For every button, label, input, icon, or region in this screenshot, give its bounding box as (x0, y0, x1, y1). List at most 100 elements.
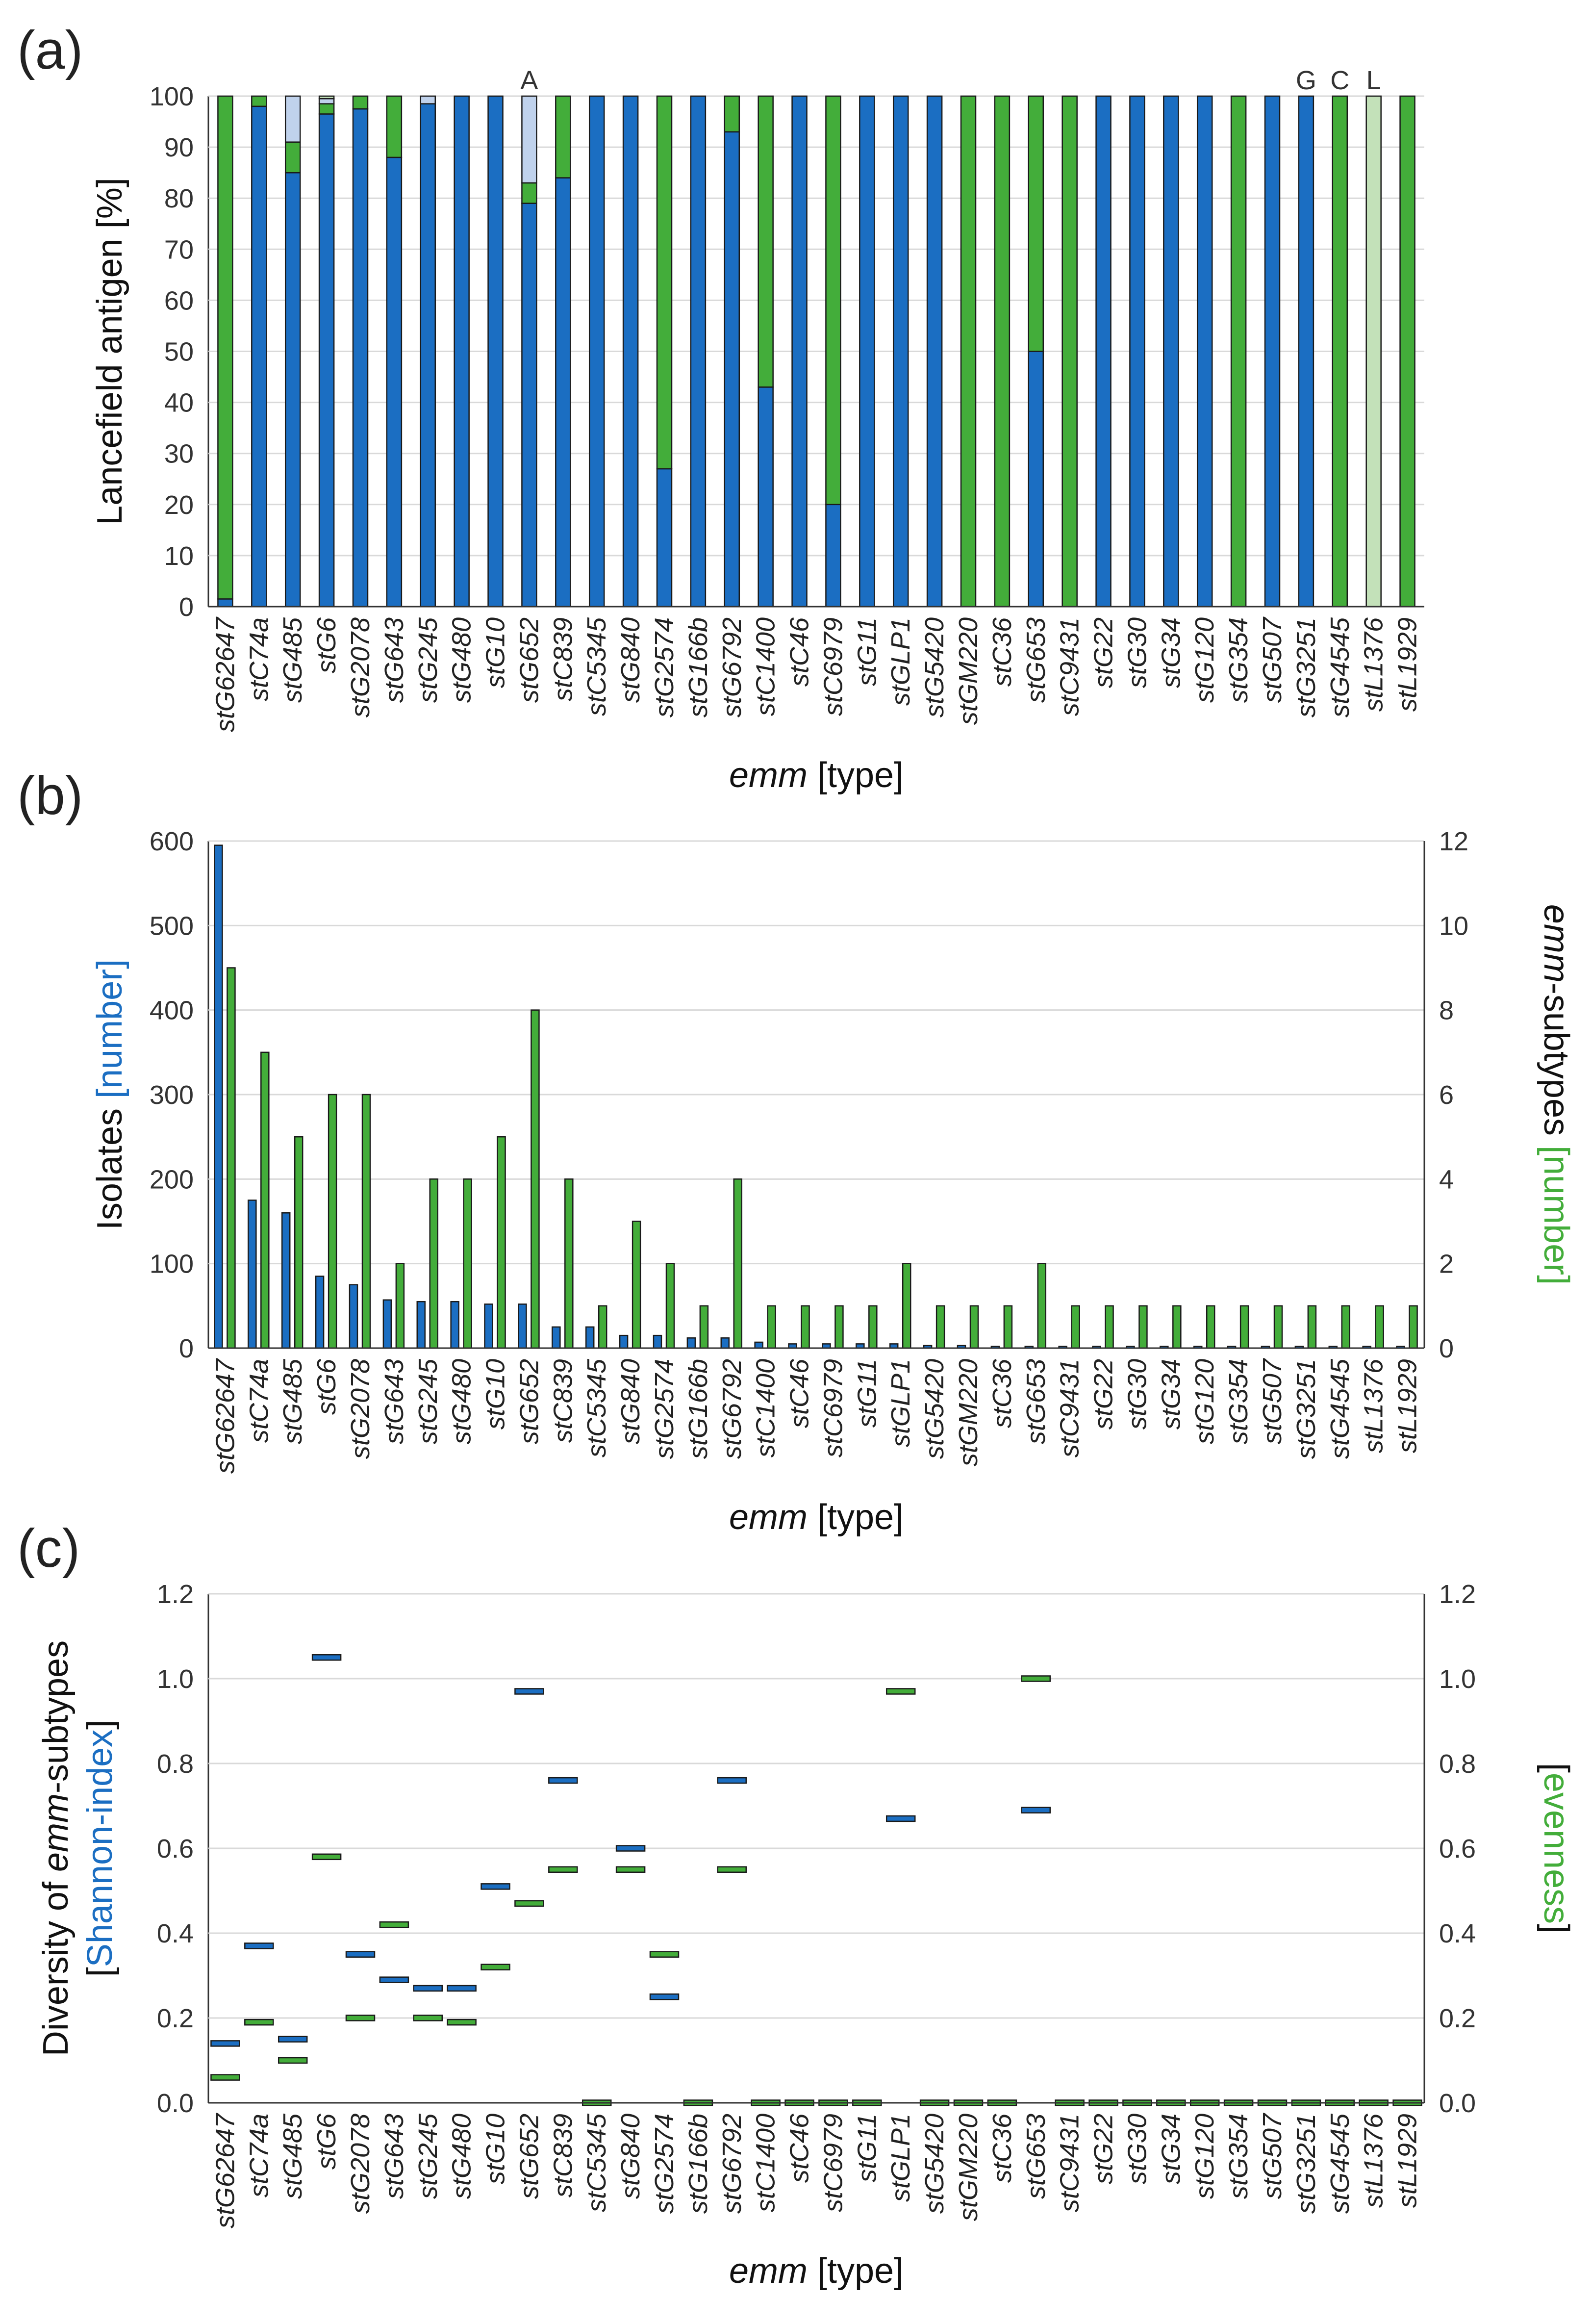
category-label: stG62647 (210, 2113, 240, 2228)
bar-segment-C (284, 141, 301, 174)
bar-subtypes (801, 1305, 810, 1349)
marker-shannon (345, 1951, 376, 1958)
bar-segment-G (487, 95, 504, 608)
bar-segment-G (588, 95, 605, 608)
category-label: stG245 (413, 617, 443, 703)
panel-label: (c) (17, 1518, 80, 1579)
category-label: stG840 (616, 1359, 645, 1444)
marker-shannon (514, 1688, 544, 1695)
category-label: stG485 (278, 1358, 307, 1444)
bar-subtypes (632, 1221, 641, 1349)
category-label: stL1929 (1393, 617, 1422, 712)
y-tick-label: 1.2 (157, 1580, 194, 1609)
panel-label: (b) (17, 766, 83, 826)
category-label: stC839 (548, 617, 578, 701)
category-label: stG2078 (346, 617, 375, 717)
marker-shannon (885, 1815, 916, 1822)
category-label: stG30 (1122, 617, 1152, 688)
category-label: stG354 (1224, 2114, 1253, 2199)
bar-segment-G (825, 504, 841, 608)
bar-segment-G (251, 105, 267, 608)
category-label: stC1400 (751, 617, 781, 716)
bar-isolates (686, 1337, 696, 1349)
bar-subtypes (395, 1263, 405, 1349)
marker-evenness (649, 1951, 680, 1958)
y-tick-label: 40 (164, 388, 194, 418)
bar-isolates (382, 1299, 392, 1349)
y-tick-label: 30 (164, 439, 194, 469)
marker-shannon (1021, 1807, 1051, 1813)
bar-subtypes (935, 1305, 945, 1349)
category-label: stC36 (987, 1358, 1017, 1428)
category-label: stC839 (548, 1359, 578, 1443)
bar-isolates (248, 1200, 257, 1349)
x-axis-title: emm [type] (729, 1498, 904, 1537)
bar-segment-C (217, 95, 233, 600)
legend-letter: A (520, 66, 538, 95)
category-label: stC1400 (751, 2114, 781, 2212)
bar-segment-G (217, 598, 233, 608)
category-label: stG5420 (920, 617, 949, 717)
category-label: stGM220 (954, 617, 983, 725)
bar-subtypes (294, 1136, 303, 1349)
bar-subtypes (834, 1305, 844, 1349)
marker-evenness (514, 1900, 544, 1907)
bar-segment-C (1399, 95, 1415, 608)
bar-subtypes (1206, 1305, 1215, 1349)
category-label: stG10 (481, 617, 510, 688)
marker-evenness (480, 1964, 510, 1970)
bar-isolates (518, 1303, 527, 1349)
legend-letter: L (1366, 66, 1381, 95)
category-label: stGLP1 (886, 2114, 915, 2202)
bar-subtypes (1138, 1305, 1148, 1349)
bar-isolates (619, 1334, 629, 1349)
bar-segment-G (622, 95, 639, 608)
category-label: stC36 (987, 617, 1017, 687)
y-right-tick-label: 0.4 (1439, 1919, 1476, 1948)
category-label: stL1376 (1359, 1358, 1389, 1453)
y-tick-label: 500 (150, 911, 194, 941)
category-label: stG840 (616, 2114, 645, 2199)
category-label: stG62647 (210, 1358, 240, 1474)
bar-segment-C (318, 103, 335, 115)
category-label: stC9431 (1055, 2114, 1085, 2212)
y-tick-label: 0 (179, 1334, 194, 1363)
bar-segment-C (521, 182, 537, 204)
category-label: stC9431 (1055, 617, 1085, 716)
category-label: stC36 (987, 2113, 1017, 2183)
bar-subtypes (531, 1009, 540, 1349)
bar-subtypes (969, 1305, 979, 1349)
category-label: stG34 (1156, 617, 1186, 688)
category-label: stG2078 (346, 2114, 375, 2214)
bar-subtypes (767, 1305, 776, 1349)
category-label: stG245 (413, 2113, 443, 2199)
marker-evenness (379, 1921, 409, 1928)
category-label: stC9431 (1055, 1359, 1085, 1457)
marker-evenness (717, 1866, 747, 1873)
category-label: stC74a (244, 1359, 274, 1443)
category-label: stG11 (852, 1359, 882, 1428)
bar-isolates (281, 1212, 291, 1349)
category-label: stG480 (447, 617, 477, 703)
bar-subtypes (902, 1263, 911, 1349)
y-right-tick-label: 0.8 (1439, 1749, 1476, 1779)
category-label: stG643 (379, 617, 409, 703)
category-label: stG6 (312, 617, 341, 673)
marker-evenness (311, 1853, 342, 1861)
category-label: stGM220 (954, 1359, 983, 1466)
bar-segment-C (994, 95, 1011, 608)
category-label: stG5420 (920, 2114, 949, 2214)
bar-segment-G (758, 386, 774, 608)
y-tick-label: 1.0 (157, 1664, 194, 1694)
bar-segment-G (318, 113, 335, 608)
y-right-tick-label: 0.6 (1439, 1834, 1476, 1864)
category-label: stG652 (514, 1359, 544, 1444)
category-label: stG4545 (1325, 1358, 1355, 1459)
category-label: stG3251 (1291, 2114, 1321, 2214)
bar-segment-C (1230, 95, 1247, 608)
bar-segment-G (352, 108, 369, 608)
marker-shannon (480, 1883, 510, 1890)
category-label: stG30 (1122, 2114, 1152, 2184)
legend-letter: G (1296, 66, 1316, 95)
bar-subtypes (1273, 1305, 1283, 1349)
